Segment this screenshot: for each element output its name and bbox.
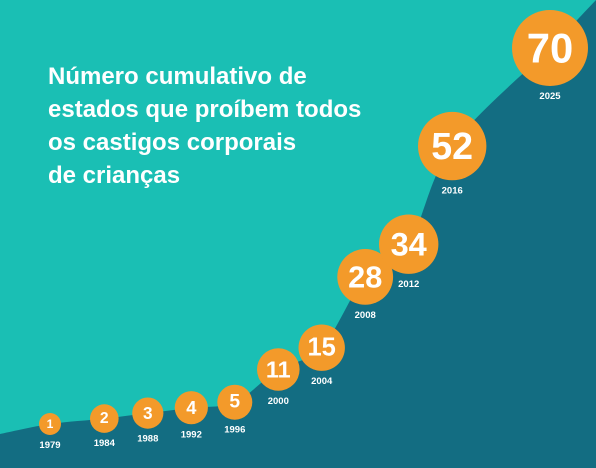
- data-label: 70: [527, 25, 574, 72]
- data-point-marker: [90, 404, 119, 433]
- chart-title-line: de crianças: [48, 162, 181, 189]
- year-tick-label: 2025: [539, 91, 561, 102]
- year-tick-label: 2012: [398, 279, 419, 290]
- data-point-marker: [379, 214, 439, 274]
- data-point-marker: [418, 111, 487, 181]
- chart-title-line: estados que proíbem todos: [48, 96, 362, 123]
- year-tick-label: 2000: [268, 396, 289, 407]
- year-tick-label: 2016: [442, 185, 463, 196]
- data-label: 1: [47, 417, 54, 431]
- data-point-marker: [39, 413, 61, 435]
- data-point-marker: [337, 249, 394, 305]
- data-label: 11: [266, 357, 291, 383]
- data-label: 34: [391, 226, 427, 263]
- year-tick-label: 2008: [355, 310, 376, 321]
- chart-title-line: Número cumulativo de: [48, 63, 307, 90]
- year-tick-label: 1992: [181, 429, 202, 440]
- data-label: 5: [229, 392, 240, 413]
- data-label: 52: [431, 125, 473, 167]
- chart-marks: 1 1979 2 1984 3 1988 4 1992 5 1996 11 2000 15 2004 28 2…: [39, 10, 588, 451]
- data-point-marker: [298, 324, 345, 371]
- year-tick-label: 1984: [94, 438, 116, 449]
- data-label: 15: [308, 334, 336, 362]
- data-point-marker: [512, 10, 588, 86]
- year-tick-label: 1996: [224, 425, 245, 436]
- chart-title-line: os castigos corporais: [48, 129, 297, 156]
- data-label: 28: [348, 259, 382, 294]
- data-label: 2: [100, 410, 109, 427]
- data-point-marker: [217, 384, 253, 420]
- chart-title: Número cumulativo de estados que proíbem…: [48, 60, 408, 192]
- data-label: 3: [143, 403, 153, 423]
- year-tick-label: 2004: [311, 376, 333, 387]
- data-point-marker: [257, 348, 300, 391]
- data-point-marker: [132, 397, 164, 429]
- year-tick-label: 1988: [137, 434, 158, 445]
- year-tick-label: 1979: [39, 440, 60, 451]
- data-point-marker: [174, 391, 208, 425]
- data-label: 4: [186, 397, 197, 418]
